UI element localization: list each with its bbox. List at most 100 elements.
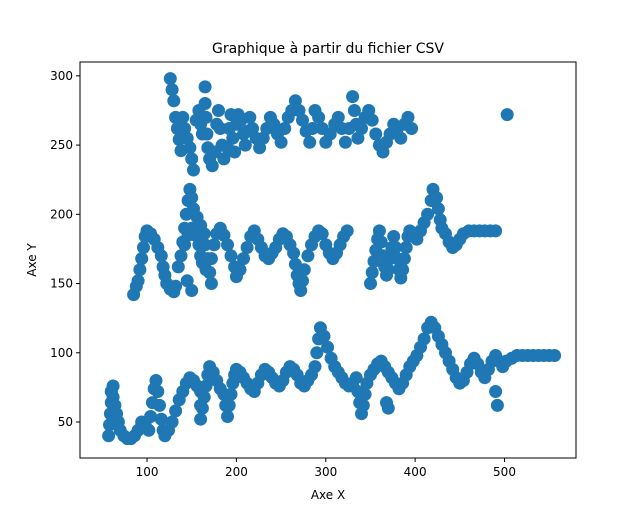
scatter-point: [489, 385, 503, 398]
scatter-point: [312, 110, 326, 124]
scatter-point: [165, 415, 179, 429]
scatter-point: [217, 152, 231, 166]
y-tick-label: 200: [50, 207, 73, 221]
scatter-point: [389, 241, 402, 254]
scatter-point: [274, 135, 288, 149]
scatter-point: [310, 346, 324, 360]
scatter-point: [142, 423, 156, 437]
scatter-point: [346, 90, 360, 104]
scatter-point: [228, 145, 242, 159]
scatter-point: [358, 387, 372, 401]
scatter-point: [222, 398, 236, 412]
scatter-point: [204, 277, 218, 290]
scatter-point: [405, 122, 419, 135]
scatter-point: [194, 412, 208, 426]
scatter-point: [165, 83, 179, 97]
y-axis: 50 100 150 200 250 300: [50, 69, 80, 429]
scatter-point: [221, 238, 234, 252]
x-tick-label: 300: [314, 465, 337, 479]
scatter-point: [340, 224, 354, 238]
scatter-point: [321, 340, 335, 354]
scatter-point: [174, 144, 188, 158]
scatter-point: [212, 104, 225, 117]
scatter-point: [176, 235, 190, 249]
scatter-point: [305, 122, 319, 135]
scatter-point: [154, 249, 168, 263]
chart-title: Graphique à partir du fichier CSV: [212, 41, 444, 57]
scatter-point: [195, 401, 209, 415]
scatter-point: [167, 94, 181, 108]
scatter-point: [203, 266, 217, 279]
scatter-point: [207, 238, 221, 252]
x-axis-title: Axe X: [311, 488, 345, 502]
scatter-point: [144, 410, 158, 423]
scatter-point: [174, 249, 188, 263]
scatter-point: [349, 371, 363, 385]
scatter-point: [303, 135, 317, 149]
scatter-point: [171, 260, 185, 274]
scatter-point: [399, 241, 413, 254]
scatter-point: [180, 274, 194, 288]
scatter-point: [149, 374, 163, 387]
scatter-point: [131, 274, 145, 288]
scatter-point: [201, 252, 215, 266]
scatter-point: [197, 390, 211, 404]
scatter-point: [169, 279, 183, 293]
scatter-point: [198, 80, 212, 94]
x-tick-label: 400: [404, 465, 427, 479]
scatter-point: [200, 127, 214, 141]
scatter-point: [178, 221, 192, 235]
scatter-point: [296, 113, 309, 127]
scatter-point: [187, 163, 200, 177]
scatter-point: [169, 110, 183, 124]
scatter-point: [338, 135, 352, 149]
scatter-point: [106, 379, 120, 393]
scatter-point: [185, 191, 199, 205]
scatter-point: [296, 274, 309, 288]
scatter-point: [153, 398, 166, 412]
scatter-point: [317, 329, 331, 343]
scatter-point: [221, 410, 234, 423]
scatter-point: [198, 238, 212, 252]
y-tick-label: 150: [50, 277, 73, 291]
scatter-point: [394, 131, 408, 145]
scatter-point: [396, 263, 410, 277]
scatter-point: [374, 235, 388, 249]
scatter-point: [365, 113, 379, 127]
scatter-point: [369, 127, 383, 141]
scatter-point: [308, 360, 322, 374]
y-tick-label: 300: [50, 69, 73, 83]
scatter-point: [297, 263, 311, 277]
scatter-point: [205, 159, 219, 173]
scatter-point: [169, 404, 183, 418]
scatter-point: [163, 72, 177, 86]
plot-frame: [79, 61, 577, 459]
scatter-point: [170, 122, 184, 135]
x-tick-label: 100: [136, 465, 159, 479]
scatter-point: [364, 277, 377, 290]
scatter-point: [548, 349, 562, 362]
scatter-point: [356, 398, 370, 412]
scatter-point: [323, 127, 337, 141]
scatter-point: [224, 249, 238, 263]
scatter-point: [421, 207, 435, 221]
scatter-point: [237, 252, 250, 266]
scatter-point: [301, 249, 315, 263]
scatter-point: [500, 108, 514, 122]
y-axis-title: Axe Y: [25, 243, 39, 277]
scatter-point: [287, 246, 301, 260]
scatter-point: [347, 104, 361, 117]
scatter-point: [238, 138, 252, 152]
scatter-point: [381, 263, 395, 277]
scatter-point: [331, 110, 345, 124]
scatter-point: [135, 252, 149, 266]
scatter-point: [224, 387, 238, 401]
scatter-point: [154, 412, 168, 426]
scatter-point: [387, 230, 401, 243]
scatter-point: [172, 133, 186, 146]
scatter-point: [417, 332, 431, 346]
scatter-point: [372, 224, 386, 238]
scatter-point: [137, 241, 150, 254]
scatter-point: [185, 152, 199, 166]
